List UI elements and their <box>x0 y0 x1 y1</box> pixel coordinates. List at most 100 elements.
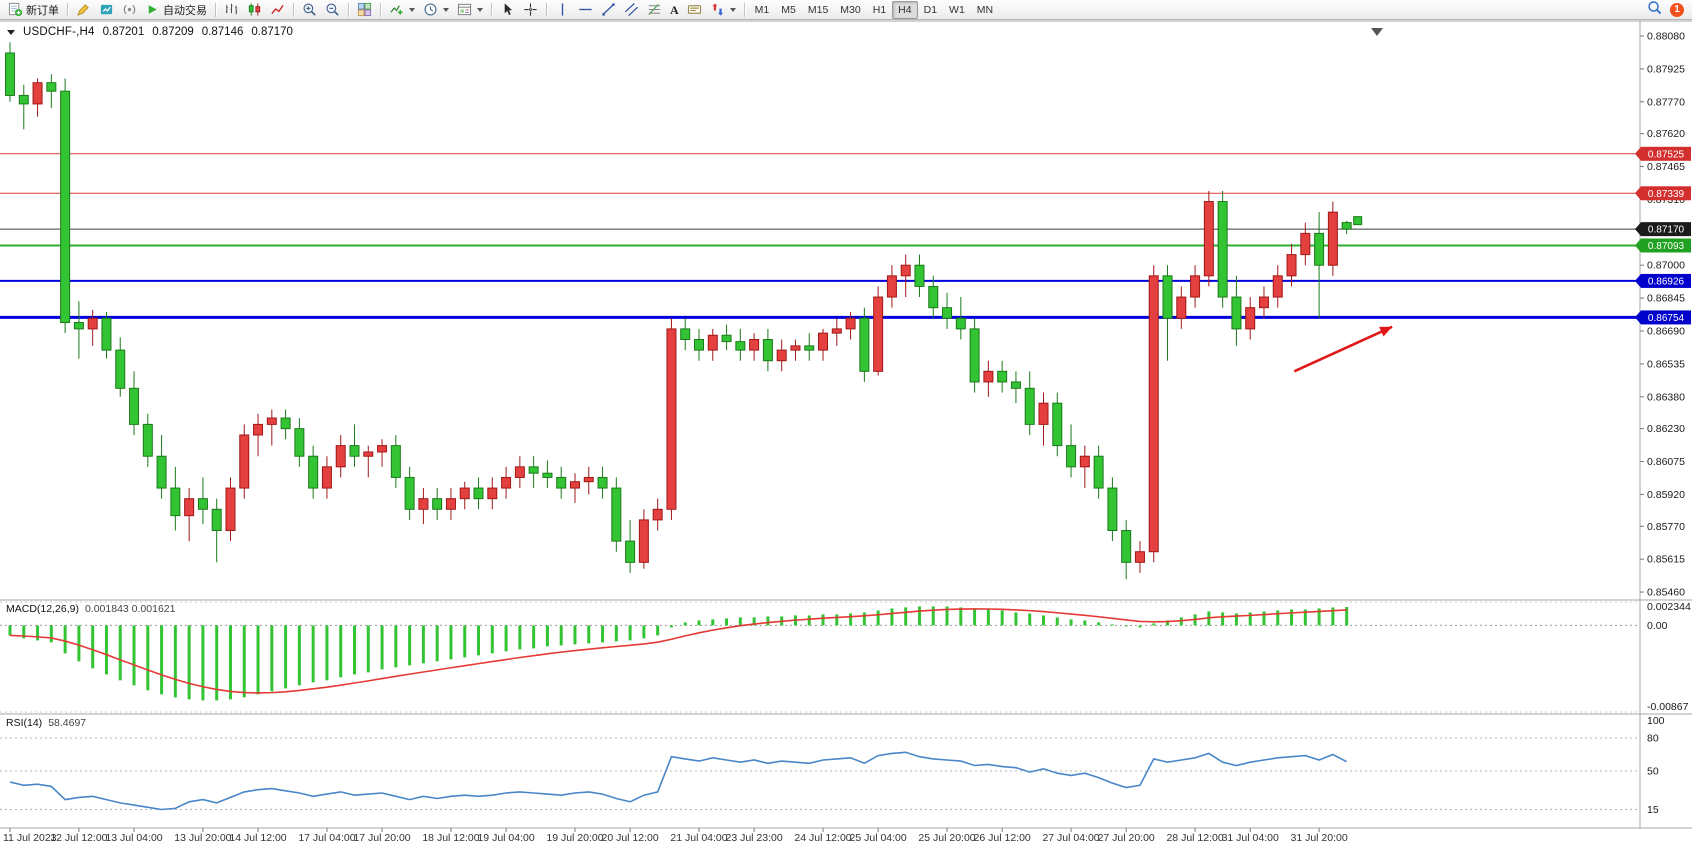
candle-body <box>377 445 388 453</box>
timeframe-h1-button[interactable]: H1 <box>872 3 887 16</box>
line-chart-button[interactable] <box>266 0 289 20</box>
channel-tool-button[interactable] <box>620 0 643 20</box>
toolbar: 新订单 自动交易 <box>0 0 1692 20</box>
rsi-axis-label: 100 <box>1647 715 1665 727</box>
date-label: 28 Jul 12:00 <box>1166 832 1223 844</box>
new-order-button[interactable]: 新订单 <box>4 0 63 20</box>
bar-chart-button[interactable] <box>220 0 243 20</box>
template-icon <box>457 2 472 17</box>
price-tick-label: 0.85770 <box>1647 521 1685 533</box>
indicators-button[interactable] <box>385 0 419 20</box>
zoom-out-button[interactable] <box>321 0 344 20</box>
price-tick-label: 0.85460 <box>1647 587 1685 599</box>
candle-body <box>928 285 939 309</box>
candle-body <box>1341 222 1352 230</box>
date-label: 21 Jul 04:00 <box>670 832 727 844</box>
candle-body <box>211 508 222 532</box>
toolbar-separator <box>215 2 216 17</box>
rsi-axis-label: 80 <box>1647 733 1659 745</box>
date-label: 17 Jul 20:00 <box>353 832 410 844</box>
annotation-arrowhead <box>1379 326 1393 337</box>
timeframe-mn-button[interactable]: MN <box>976 3 994 16</box>
rsi-indicator-label: RSI(14) 58.4697 <box>6 717 86 729</box>
candle-body <box>997 370 1008 383</box>
candle-body <box>666 328 677 510</box>
date-label: 23 Jul 23:00 <box>726 832 783 844</box>
tile-windows-button[interactable] <box>353 0 376 20</box>
chart-symbol: USDCHF-,H4 <box>23 26 95 38</box>
macd-name: MACD(12,26,9) <box>6 603 79 615</box>
candle-body <box>1231 296 1242 330</box>
candle-body <box>611 487 622 542</box>
autotrading-icon <box>145 2 160 17</box>
rsi-value: 58.4697 <box>48 717 87 729</box>
ohlc-open: 0.87201 <box>102 26 145 38</box>
timeframe-m30-button[interactable]: M30 <box>840 3 861 16</box>
macd-indicator-label: MACD(12,26,9) 0.001843 0.001621 <box>6 603 175 615</box>
crosshair-button[interactable] <box>519 0 542 20</box>
candle-body <box>1176 296 1187 319</box>
autotrading-button[interactable]: 自动交易 <box>141 0 211 20</box>
price-tick-label: 0.86845 <box>1647 293 1685 305</box>
candle-body <box>886 275 897 298</box>
date-label: 25 Jul 20:00 <box>918 832 975 844</box>
trendline-icon <box>601 2 616 17</box>
candle-body <box>73 322 84 330</box>
periods-button[interactable] <box>419 0 453 20</box>
market-button[interactable] <box>95 0 118 20</box>
fibonacci-tool-button[interactable] <box>643 0 666 20</box>
label-tool-button[interactable] <box>683 0 706 20</box>
notification-badge[interactable]: 1 <box>1670 2 1684 17</box>
candle-body <box>390 445 401 478</box>
toolbar-separator <box>380 2 381 17</box>
candles-layer <box>5 42 1352 580</box>
candle-body <box>569 481 580 489</box>
vertical-line-tool-button[interactable] <box>551 0 574 20</box>
timeframe-m1-button[interactable]: M1 <box>754 3 770 16</box>
chart-dropdown-icon[interactable] <box>7 29 15 35</box>
templates-button[interactable] <box>453 0 487 20</box>
text-tool-button[interactable]: A <box>666 0 683 20</box>
timeframe-w1-button[interactable]: W1 <box>949 3 965 16</box>
timeframe-d1-button[interactable]: D1 <box>923 3 938 16</box>
svg-text:0.86754: 0.86754 <box>1648 313 1685 324</box>
arrows-tool-button[interactable] <box>706 0 740 20</box>
candle-body <box>707 334 718 351</box>
signals-button[interactable] <box>118 0 141 20</box>
price-tick-label: 0.87620 <box>1647 128 1685 140</box>
toolbar-separator <box>67 2 68 17</box>
date-label: 17 Jul 04:00 <box>298 832 355 844</box>
candlestick-chart-button[interactable] <box>243 0 266 20</box>
date-label: 31 Jul 20:00 <box>1290 832 1347 844</box>
candle-body <box>514 466 525 478</box>
price-tick-label: 0.86075 <box>1647 456 1685 468</box>
timeframe-h4-button[interactable]: H4 <box>892 0 918 19</box>
candle-body <box>18 94 29 105</box>
candle-body <box>280 417 291 430</box>
candle-body <box>583 476 594 483</box>
horizontal-line-icon <box>578 2 593 17</box>
date-label: 27 Jul 04:00 <box>1042 832 1099 844</box>
timeframe-m15-button[interactable]: M15 <box>807 3 829 16</box>
date-label: 13 Jul 04:00 <box>105 832 162 844</box>
timeframe-m5-button[interactable]: M5 <box>781 3 796 16</box>
zoom-in-button[interactable] <box>298 0 321 20</box>
candle-body <box>432 498 443 510</box>
svg-text:0.87339: 0.87339 <box>1648 189 1685 200</box>
tile-windows-icon <box>357 2 372 17</box>
new-order-icon <box>8 2 23 17</box>
cursor-icon <box>500 2 515 17</box>
candle-body <box>1079 455 1090 468</box>
metaeditor-button[interactable] <box>72 0 95 20</box>
cursor-button[interactable] <box>496 0 519 20</box>
trendline-tool-button[interactable] <box>597 0 620 20</box>
macd-axis-label: 0.002344 <box>1647 601 1691 613</box>
price-tick-label: 0.86380 <box>1647 391 1685 403</box>
horizontal-line-tool-button[interactable] <box>574 0 597 20</box>
candle-body <box>1286 254 1297 277</box>
candle-body <box>556 476 567 489</box>
search-icon[interactable] <box>1647 0 1662 20</box>
candle-body <box>1190 275 1201 298</box>
